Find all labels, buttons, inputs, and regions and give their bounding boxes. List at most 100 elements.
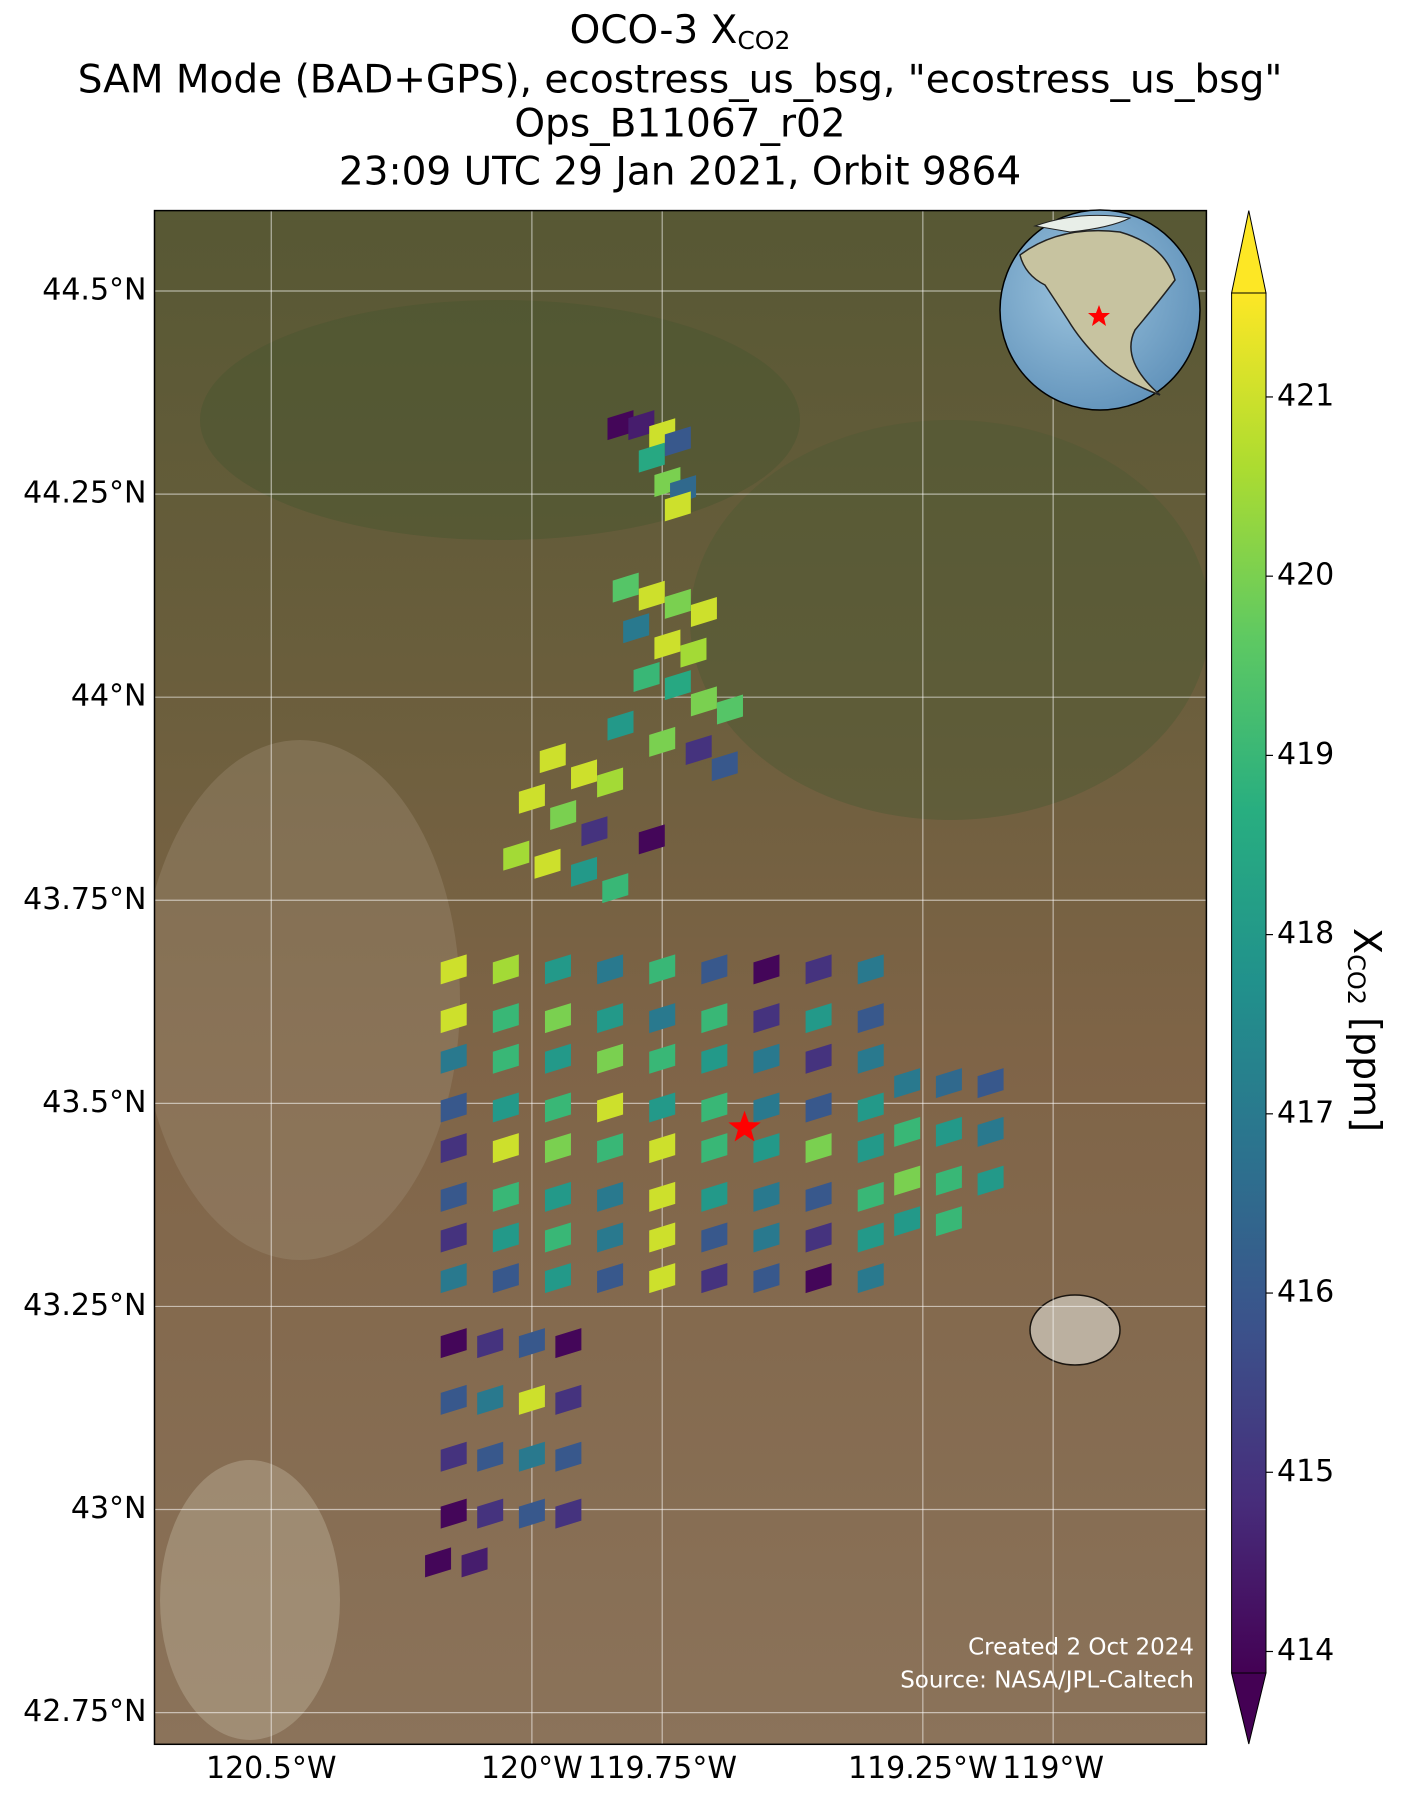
footprint — [701, 1092, 728, 1123]
terrain-patch — [690, 420, 1207, 820]
footprint — [440, 1043, 467, 1074]
footprint — [805, 954, 832, 985]
footprint — [701, 1222, 728, 1253]
footprint — [503, 840, 530, 871]
y-tick-label: 43°N — [71, 1491, 147, 1526]
footprint — [544, 1181, 571, 1212]
colorbar-extend-max — [1230, 210, 1267, 294]
footprint — [857, 954, 884, 985]
footprint — [701, 1003, 728, 1034]
footprint — [857, 1263, 884, 1294]
footprint — [701, 954, 728, 985]
colorbar-bar — [1231, 292, 1267, 1674]
globe-marker — [1088, 305, 1110, 326]
footprint — [597, 1003, 624, 1034]
footprint — [753, 1181, 780, 1212]
globe-inset — [999, 209, 1201, 411]
chart-subtitle: SAM Mode (BAD+GPS), ecostress_us_bsg, "e… — [78, 58, 1283, 103]
footprint — [701, 1043, 728, 1074]
footprint — [555, 1384, 582, 1415]
footprint — [935, 1116, 962, 1147]
footprint — [571, 759, 598, 790]
footprint — [492, 1092, 519, 1123]
footprint — [977, 1068, 1004, 1099]
footprint — [440, 954, 467, 985]
footprint — [544, 954, 571, 985]
colorbar-tick-label: 416 — [1277, 1275, 1334, 1310]
footprint — [492, 1133, 519, 1164]
y-tick-label: 43.5°N — [42, 1085, 146, 1120]
y-tick-label: 43.75°N — [23, 882, 146, 917]
footprint — [649, 1133, 676, 1164]
footprint — [492, 1263, 519, 1294]
x-tick-label: 120°W — [481, 1751, 583, 1786]
footprint — [638, 442, 665, 473]
footprint — [544, 1003, 571, 1034]
footprint — [477, 1441, 504, 1472]
footprint — [805, 1181, 832, 1212]
terrain-patch — [160, 1460, 340, 1740]
footprint — [935, 1206, 962, 1237]
footprint — [477, 1498, 504, 1529]
footprint — [857, 1043, 884, 1074]
footprint — [571, 856, 598, 887]
footprint — [753, 1133, 780, 1164]
footprint — [597, 1263, 624, 1294]
footprint — [440, 1328, 467, 1359]
footprint — [607, 710, 634, 741]
chart-title: OCO-3 XCO2 — [570, 8, 791, 56]
footprint — [753, 1092, 780, 1123]
footprint — [518, 1384, 545, 1415]
footprint — [544, 1043, 571, 1074]
footprint — [664, 426, 691, 457]
footprint — [894, 1068, 921, 1099]
annotation: Created 2 Oct 2024 — [968, 1635, 1194, 1661]
x-tick-label: 119.75°W — [587, 1751, 737, 1786]
footprint — [539, 743, 566, 774]
footprint — [555, 1441, 582, 1472]
x-tick-label: 119.25°W — [848, 1751, 998, 1786]
footprint — [701, 1263, 728, 1294]
footprint — [857, 1133, 884, 1164]
footprint — [638, 580, 665, 611]
footprint — [685, 735, 712, 766]
footprint — [857, 1222, 884, 1253]
footprint — [649, 726, 676, 757]
footprint — [607, 410, 634, 441]
footprint — [649, 1263, 676, 1294]
x-tick-label: 119°W — [1002, 1751, 1104, 1786]
y-tick-label: 44.25°N — [23, 476, 146, 511]
map — [154, 210, 1207, 1745]
footprint — [857, 1092, 884, 1123]
footprint — [894, 1116, 921, 1147]
footprint — [805, 1133, 832, 1164]
lake-bed — [1029, 1294, 1121, 1366]
footprint — [701, 1181, 728, 1212]
footprint — [649, 1222, 676, 1253]
footprint — [440, 1263, 467, 1294]
footprint — [544, 1092, 571, 1123]
colorbar-tick-label: 414 — [1277, 1633, 1334, 1668]
footprint — [857, 1003, 884, 1034]
footprint — [977, 1116, 1004, 1147]
footprint — [857, 1181, 884, 1212]
footprint — [977, 1165, 1004, 1196]
footprint — [935, 1068, 962, 1099]
footprint — [602, 873, 629, 904]
footprint — [649, 1003, 676, 1034]
footprint — [638, 824, 665, 855]
footprint — [753, 1263, 780, 1294]
footprint — [555, 1498, 582, 1529]
y-tick-label: 44.5°N — [42, 273, 146, 308]
footprint — [664, 491, 691, 522]
footprint — [440, 1133, 467, 1164]
footprint — [649, 1043, 676, 1074]
footprint — [492, 954, 519, 985]
footprint — [664, 588, 691, 619]
footprint — [518, 1441, 545, 1472]
footprints — [425, 410, 1004, 1578]
y-tick-label: 44°N — [71, 679, 147, 714]
footprint — [597, 1043, 624, 1074]
terrain-patch — [154, 740, 460, 1260]
footprint — [544, 1263, 571, 1294]
